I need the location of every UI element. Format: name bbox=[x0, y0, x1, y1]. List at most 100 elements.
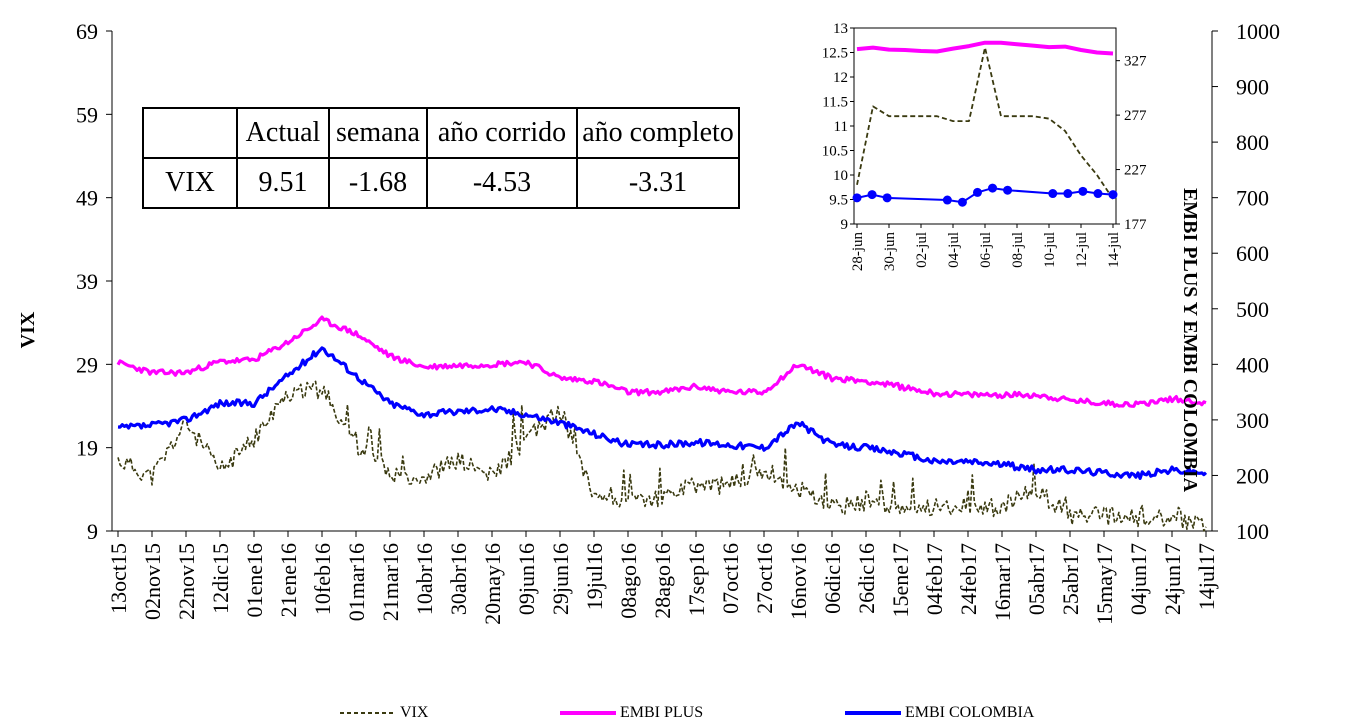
inset-x-tick-label: 04-jul bbox=[946, 232, 962, 268]
main-right-tick-label: 600 bbox=[1236, 241, 1269, 266]
inset-x-tick-label: 02-jul bbox=[914, 232, 930, 268]
inset-left-tick-label: 11.5 bbox=[822, 95, 848, 111]
main-right-tick-label: 400 bbox=[1236, 352, 1269, 377]
inset-marker-embi-colombia bbox=[882, 193, 892, 203]
inset-left-tick-label: 11 bbox=[834, 119, 848, 135]
inset-marker-embi-colombia bbox=[1093, 189, 1103, 199]
inset-x-tick-label: 12-jul bbox=[1074, 232, 1090, 268]
main-x-tick-label: 10abr16 bbox=[412, 543, 437, 615]
left-axis-title: VIX bbox=[17, 311, 39, 349]
stats-value-ano-corrido: -4.53 bbox=[426, 157, 578, 209]
main-x-tick-label: 25abr17 bbox=[1058, 543, 1083, 615]
main-x-tick-label: 01mar16 bbox=[344, 543, 369, 621]
inset-x-tick-label: 06-jul bbox=[978, 232, 994, 268]
main-x-tick-label: 10feb16 bbox=[310, 543, 335, 615]
inset-line-embi-plus bbox=[856, 40, 1114, 56]
main-right-tick-label: 300 bbox=[1236, 408, 1269, 433]
main-x-tick-label: 24feb17 bbox=[956, 543, 981, 615]
stats-value-actual: 9.51 bbox=[236, 157, 330, 209]
main-x-tick-label: 08ago16 bbox=[616, 543, 641, 619]
main-x-tick-label: 04jun17 bbox=[1126, 543, 1151, 615]
main-x-tick-label: 19jul16 bbox=[582, 543, 607, 610]
main-x-tick-label: 21mar16 bbox=[378, 543, 403, 621]
stats-header-empty bbox=[142, 107, 238, 159]
main-x-tick-label: 13oct15 bbox=[106, 543, 131, 614]
main-x-tick-label: 22nov15 bbox=[174, 543, 199, 620]
main-x-tick-label: 27oct16 bbox=[752, 543, 777, 614]
inset-left-tick-label: 12.5 bbox=[822, 46, 848, 62]
inset-left-tick-label: 10.5 bbox=[822, 144, 848, 160]
inset-x-tick-label: 10-jul bbox=[1042, 232, 1058, 268]
legend-item-embi-plus: EMBI PLUS bbox=[560, 702, 703, 724]
inset-marker-embi-colombia bbox=[1003, 185, 1013, 195]
stats-header-ano-completo: año completo bbox=[576, 107, 740, 159]
right-axis-title: EMBI PLUS Y EMBI COLOMBIA bbox=[1179, 187, 1201, 493]
inset-line-vix bbox=[856, 46, 1114, 200]
main-x-tick-label: 24jun17 bbox=[1160, 543, 1185, 615]
main-left-tick-label: 49 bbox=[76, 186, 98, 211]
stats-row-label: VIX bbox=[142, 157, 238, 209]
legend-label-embi-plus: EMBI PLUS bbox=[620, 704, 704, 721]
legend-label-embi-colombia: EMBI COLOMBIA bbox=[905, 704, 1035, 721]
stats-value-ano-completo: -3.31 bbox=[576, 157, 740, 209]
stats-header-row: Actual semana año corrido año completo bbox=[142, 107, 740, 159]
series-line-embi-plus bbox=[116, 315, 1207, 408]
main-right-tick-label: 200 bbox=[1236, 463, 1269, 488]
main-x-tick-label: 09jun16 bbox=[514, 543, 539, 615]
inset-marker-embi-colombia bbox=[942, 195, 952, 205]
inset-right-tick-label: 227 bbox=[1124, 163, 1147, 179]
main-x-tick-label: 05abr17 bbox=[1024, 543, 1049, 615]
inset-marker-embi-colombia bbox=[1078, 186, 1088, 196]
inset-x-tick-label: 08-jul bbox=[1010, 232, 1026, 268]
inset-marker-embi-colombia bbox=[1048, 189, 1058, 199]
inset-marker-embi-colombia bbox=[852, 193, 862, 203]
inset-marker-embi-colombia bbox=[988, 183, 998, 193]
main-x-tick-label: 14jul17 bbox=[1194, 543, 1219, 610]
stats-value-semana: -1.68 bbox=[328, 157, 428, 209]
main-left-tick-label: 39 bbox=[76, 269, 98, 294]
inset-plot-frame bbox=[853, 27, 1117, 225]
vix-stats-table: Actual semana año corrido año completo V… bbox=[142, 107, 740, 209]
legend-swatch-vix bbox=[340, 712, 396, 715]
main-x-tick-label: 04feb17 bbox=[922, 543, 947, 615]
main-right-tick-label: 900 bbox=[1236, 75, 1269, 100]
series-line-embi-colombia bbox=[117, 346, 1208, 480]
main-right-tick-label: 700 bbox=[1236, 186, 1269, 211]
main-x-tick-label: 16mar17 bbox=[990, 543, 1015, 621]
main-x-tick-label: 20may16 bbox=[480, 543, 505, 625]
series-line-vix bbox=[117, 380, 1207, 532]
inset-right-tick-label: 277 bbox=[1124, 108, 1147, 124]
main-right-tick-label: 800 bbox=[1236, 130, 1269, 155]
main-x-tick-label: 15ene17 bbox=[888, 543, 913, 618]
main-left-tick-label: 29 bbox=[76, 352, 98, 377]
inset-left-tick-label: 9.5 bbox=[829, 193, 848, 209]
main-x-tick-label: 07oct16 bbox=[718, 543, 743, 614]
main-right-tick-label: 1000 bbox=[1236, 19, 1280, 44]
main-left-tick-label: 59 bbox=[76, 102, 98, 127]
main-x-tick-label: 21ene16 bbox=[276, 543, 301, 618]
inset-marker-embi-colombia bbox=[972, 187, 982, 197]
stats-header-semana: semana bbox=[328, 107, 428, 159]
inset-right-tick-label: 327 bbox=[1124, 54, 1147, 70]
main-x-tick-label: 01ene16 bbox=[242, 543, 267, 618]
legend-item-vix: VIX bbox=[340, 702, 428, 724]
main-x-tick-label: 12dic15 bbox=[208, 543, 233, 614]
main-x-tick-label: 02nov15 bbox=[140, 543, 165, 620]
main-right-tick-label: 100 bbox=[1236, 519, 1269, 544]
main-x-tick-label: 30abr16 bbox=[446, 543, 471, 615]
main-x-tick-label: 15may17 bbox=[1092, 543, 1117, 625]
main-x-tick-label: 28ago16 bbox=[650, 543, 675, 619]
stats-row-vix: VIX 9.51 -1.68 -4.53 -3.31 bbox=[142, 157, 740, 209]
main-x-tick-label: 16nov16 bbox=[786, 543, 811, 620]
legend-label-vix: VIX bbox=[400, 704, 429, 721]
stats-header-actual: Actual bbox=[236, 107, 330, 159]
inset-marker-embi-colombia bbox=[1108, 190, 1118, 200]
main-right-tick-label: 500 bbox=[1236, 297, 1269, 322]
inset-left-tick-label: 13 bbox=[833, 21, 848, 37]
inset-right-tick-label: 177 bbox=[1124, 217, 1147, 233]
legend-swatch-embi-plus bbox=[560, 711, 616, 716]
main-x-tick-label: 17sep16 bbox=[684, 543, 709, 616]
inset-left-tick-label: 10 bbox=[833, 168, 848, 184]
inset-x-tick-label: 30-jun bbox=[882, 232, 898, 272]
